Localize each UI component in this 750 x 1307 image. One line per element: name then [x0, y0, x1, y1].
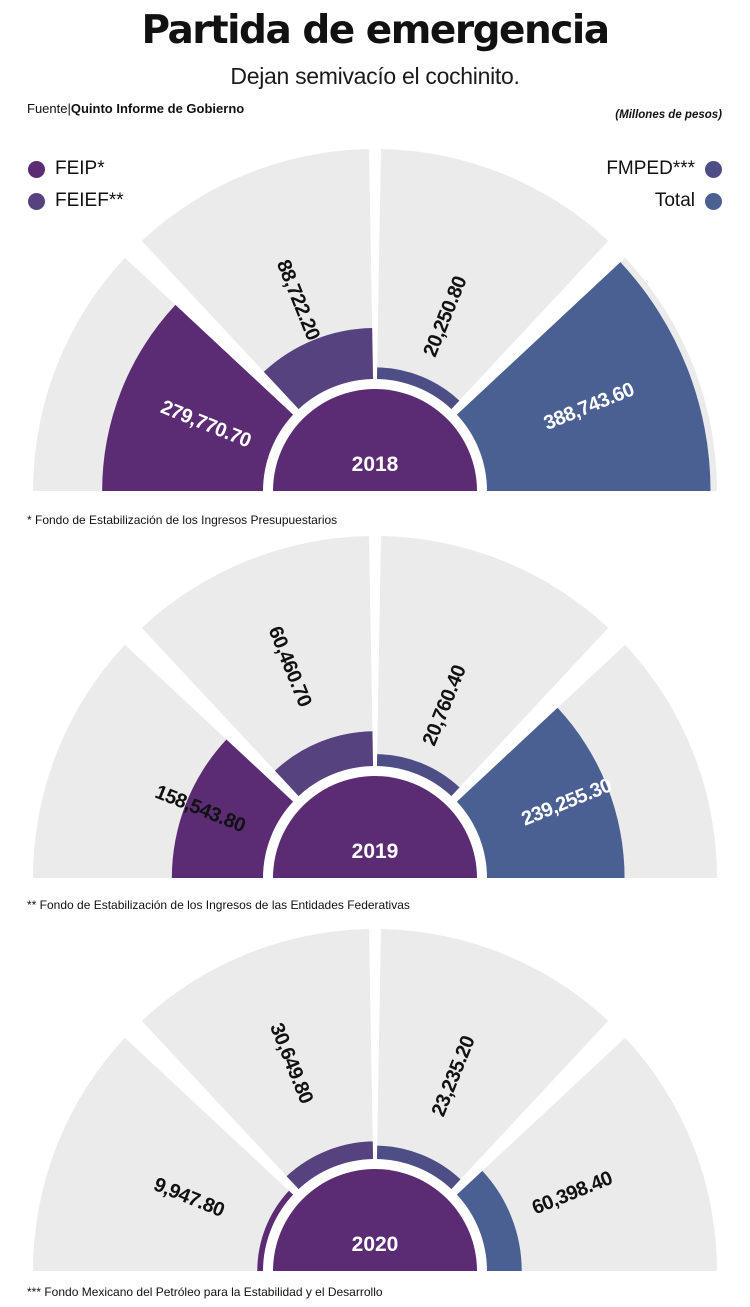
bar-total-2019: [456, 707, 625, 878]
year-label-2019: 2019: [352, 840, 399, 863]
year-label-2020: 2020: [352, 1233, 399, 1256]
bar-feief-2020: [286, 1141, 374, 1190]
legend-feip: FEIP*: [28, 158, 105, 180]
legend-feief-swatch: [28, 192, 45, 210]
source-line: Fuente|Quinto Informe de Gobierno: [27, 101, 245, 116]
legend-total: Total: [655, 190, 722, 212]
sector-bg-feief-2020: [141, 929, 374, 1190]
page-title: Partida de emergencia: [141, 8, 610, 53]
sector-bg-fmped-2018: [376, 149, 609, 410]
bar-feip-2019: [171, 739, 294, 878]
sector-bg-total-2020: [456, 1037, 717, 1271]
bar-total-2018: [456, 262, 711, 491]
bar-fmped-2019: [376, 754, 460, 797]
legend-feip-label: FEIP*: [55, 158, 105, 179]
bar-total-2020: [456, 1170, 522, 1271]
bar-fmped-2018: [376, 367, 460, 410]
legend-fmped-swatch: [705, 160, 722, 178]
sector-bg-feip-2020: [33, 1037, 294, 1271]
legend-feip-swatch: [28, 160, 45, 178]
source-label: Fuente: [27, 101, 68, 116]
year-label-2018: 2018: [352, 453, 399, 476]
bar-feief-2019: [274, 731, 374, 797]
bar-fmped-2020: [376, 1145, 461, 1190]
bar-feip-2018: [102, 304, 294, 491]
sector-bg-feief-2019: [141, 536, 374, 797]
legend-total-swatch: [705, 192, 722, 210]
units-label: (Millones de pesos): [615, 109, 722, 121]
footnote-feief: ** Fondo de Estabilización de los Ingres…: [27, 898, 410, 912]
legend-fmped-label: FMPED***: [606, 158, 695, 179]
legend-fmped: FMPED***: [606, 158, 722, 180]
bar-feief-2018: [263, 328, 374, 410]
footnote-feip: * Fondo de Estabilización de los Ingreso…: [27, 513, 338, 527]
sector-bg-fmped-2019: [376, 536, 609, 797]
footnote-fmped: *** Fondo Mexicano del Petróleo para la …: [27, 1285, 383, 1299]
center-2020: [273, 1169, 477, 1271]
page-subtitle: Dejan semivacío el cochinito.: [230, 63, 520, 89]
source-name: Quinto Informe de Gobierno: [70, 101, 245, 116]
center-2019: [273, 776, 477, 878]
legend-total-label: Total: [654, 190, 695, 211]
center-2018: [273, 389, 477, 491]
sector-bg-fmped-2020: [376, 929, 609, 1190]
bar-feip-2020: [257, 1190, 294, 1271]
legend-feief-label: FEIEF**: [55, 190, 124, 211]
legend-feief: FEIEF**: [28, 190, 124, 212]
